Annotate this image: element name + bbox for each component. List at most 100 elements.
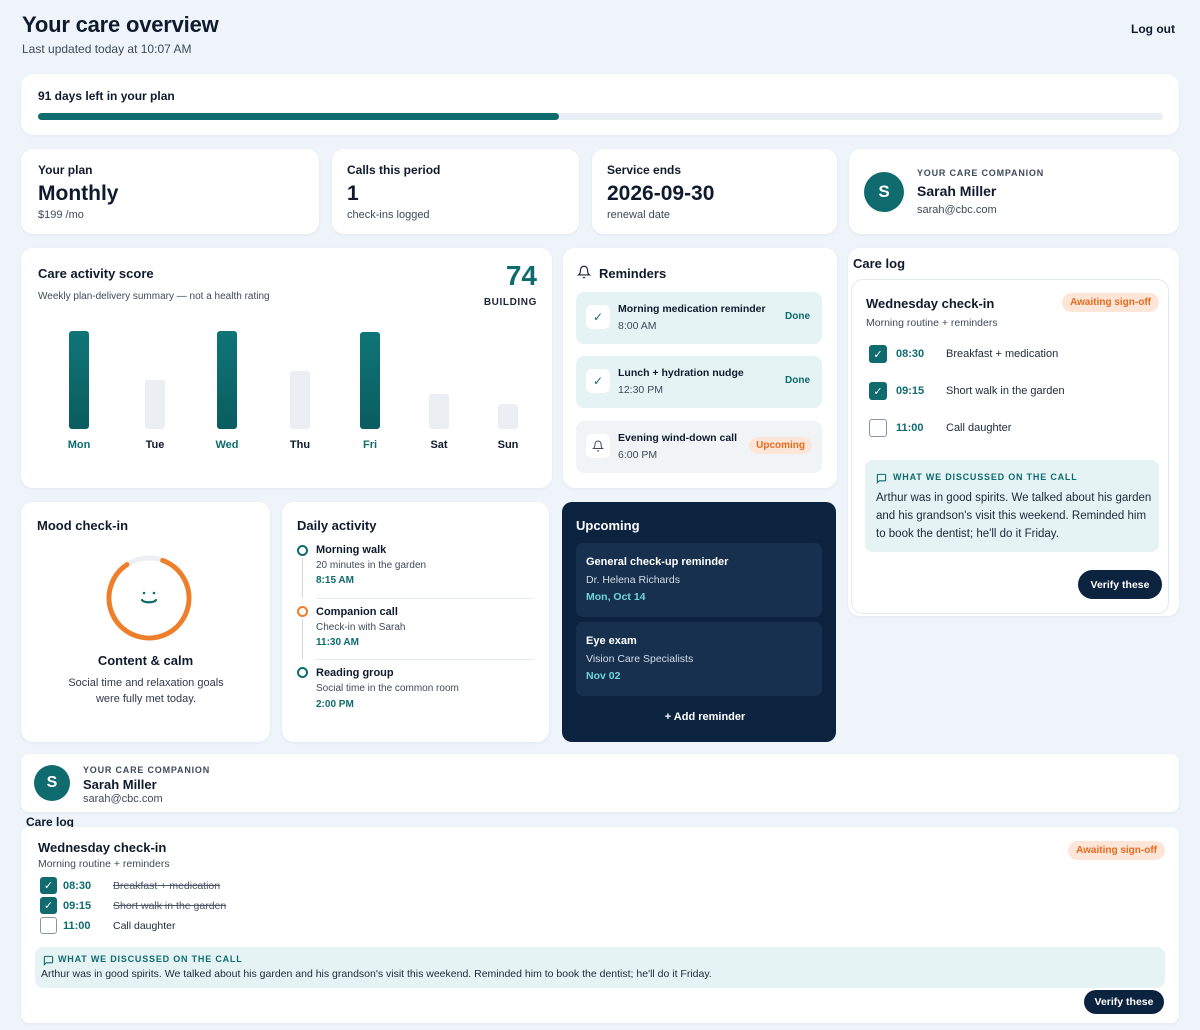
task-checkbox[interactable]: ✓: [40, 877, 57, 894]
reminder-title: Morning medication reminder: [618, 303, 766, 315]
page-title: Your care overview: [22, 12, 219, 37]
add-reminder-button[interactable]: + Add reminder: [664, 711, 746, 723]
task-name: Call daughter: [946, 422, 1012, 434]
check-icon: ✓: [586, 369, 610, 393]
care-log-title: Care log: [853, 256, 906, 271]
upcoming-item[interactable]: Eye exam Vision Care Specialists Nov 02: [576, 622, 822, 696]
task-time: 09:15: [896, 385, 925, 397]
x-label-wed: Wed: [215, 439, 239, 451]
entry-title: Wednesday check-in: [866, 296, 995, 311]
mood-card: Mood check-in Content & calm Social time…: [21, 502, 270, 742]
companion-email: sarah@cbc.com: [917, 204, 997, 216]
mood-description: Social time and relaxation goals were fu…: [68, 677, 224, 705]
activity-bar-chart: Mon Tue Wed Thu Fri Sat Sun: [21, 248, 552, 488]
activity-score-title: Care activity score: [38, 266, 154, 281]
bell-icon: [576, 265, 592, 279]
upcoming-item-provider: Dr. Helena Richards: [586, 574, 680, 586]
companion-strip: S YOUR CARE COMPANION Sarah Miller sarah…: [21, 754, 1179, 812]
notes-text: Arthur was in good spirits. We talked ab…: [41, 968, 712, 980]
x-label-tue: Tue: [145, 439, 165, 451]
activity-score-subtitle: Weekly plan-delivery summary — not a hea…: [38, 291, 270, 302]
upcoming-item-title: Eye exam: [586, 635, 637, 647]
reminder-item[interactable]: ✓ Lunch + hydration nudge 12:30 PM Done: [576, 356, 822, 408]
reminder-title: Evening wind-down call: [618, 432, 738, 444]
activity-sub: Social time in the common room: [316, 683, 459, 694]
activity-sub: Check-in with Sarah: [316, 622, 406, 633]
activity-score-status: BUILDING: [483, 297, 537, 308]
companion-name: Sarah Miller: [917, 183, 997, 199]
notes-heading: WHAT WE DISCUSSED ON THE CALL: [58, 954, 243, 964]
task-name: Breakfast + medication: [113, 880, 221, 892]
plan-days-left: 91 days left in your plan: [38, 89, 175, 103]
awaiting-signoff-badge: Awaiting sign-off: [1062, 293, 1159, 312]
task-checkbox[interactable]: [40, 917, 57, 934]
companion-card: S YOUR CARE COMPANION Sarah Miller sarah…: [849, 149, 1179, 234]
task-checkbox[interactable]: ✓: [869, 345, 887, 363]
activity-title: Reading group: [316, 667, 394, 679]
upcoming-item[interactable]: General check-up reminder Dr. Helena Ric…: [576, 543, 822, 617]
companion-overline: YOUR CARE COMPANION: [917, 168, 1045, 178]
care-log-title: Care log: [26, 815, 75, 829]
timeline-dot: [297, 667, 308, 678]
task-name: Short walk in the garden: [946, 385, 1065, 397]
avatar: S: [864, 172, 904, 212]
chat-icon: [43, 953, 54, 971]
service-label: Service ends: [607, 163, 682, 177]
reminder-status: Done: [785, 311, 810, 322]
activity-title: Morning walk: [316, 544, 387, 556]
plan-value: Monthly: [38, 182, 119, 205]
reminders-title: Reminders: [599, 266, 667, 281]
companion-overline: YOUR CARE COMPANION: [83, 765, 211, 775]
plan-progress-fill: [38, 113, 559, 120]
activity-title: Companion call: [316, 606, 398, 618]
activity-time: 8:15 AM: [316, 575, 354, 586]
last-updated: Last updated today at 10:07 AM: [22, 42, 192, 56]
verify-button[interactable]: Verify these: [1084, 990, 1164, 1014]
logout-button[interactable]: Log out: [1131, 22, 1175, 36]
companion-name: Sarah Miller: [83, 777, 157, 792]
smiley-icon: [137, 588, 161, 608]
mood-title: Mood check-in: [37, 518, 129, 533]
daily-title: Daily activity: [297, 518, 377, 533]
entry-subtitle: Morning routine + reminders: [38, 858, 170, 870]
timeline-dot: [297, 606, 308, 617]
calls-value: 1: [347, 182, 359, 205]
verify-button[interactable]: Verify these: [1078, 570, 1162, 599]
companion-email: sarah@cbc.com: [83, 793, 163, 805]
care-log-entry: Wednesday check-in Morning routine + rem…: [851, 279, 1169, 614]
task-name: Breakfast + medication: [946, 348, 1059, 360]
task-time: 11:00: [896, 422, 924, 434]
calls-label: Calls this period: [347, 163, 441, 177]
bell-icon: [586, 434, 610, 458]
task-time: 08:30: [63, 880, 92, 892]
check-icon: ✓: [586, 305, 610, 329]
reminder-item[interactable]: ✓ Morning medication reminder 8:00 AM Do…: [576, 292, 822, 344]
x-label-sun: Sun: [497, 439, 519, 451]
service-card: Service ends 2026-09-30 renewal date: [592, 149, 837, 234]
notes-text: Arthur was in good spirits. We talked ab…: [876, 492, 1152, 540]
task-checkbox[interactable]: ✓: [869, 382, 887, 400]
task-checkbox[interactable]: [869, 419, 887, 437]
x-label-thu: Thu: [289, 439, 311, 451]
timeline-line: [302, 619, 303, 659]
task-time: 08:30: [896, 348, 925, 360]
bar-sun: [498, 403, 518, 429]
reminder-title: Lunch + hydration nudge: [618, 367, 744, 379]
notes-heading: WHAT WE DISCUSSED ON THE CALL: [893, 472, 1078, 482]
service-sub: renewal date: [607, 209, 670, 221]
reminder-item[interactable]: Evening wind-down call 6:00 PM Upcoming: [576, 421, 822, 473]
chat-icon: [876, 471, 887, 489]
timeline-line: [302, 558, 303, 598]
awaiting-signoff-badge: Awaiting sign-off: [1068, 841, 1165, 860]
task-checkbox[interactable]: ✓: [40, 897, 57, 914]
activity-time: 11:30 AM: [316, 637, 359, 648]
calls-sub: check-ins logged: [347, 209, 430, 221]
reminder-time: 8:00 AM: [618, 320, 657, 332]
daily-activity-card: Daily activity Morning walk 20 minutes i…: [282, 502, 549, 742]
activity-score-card: Care activity score Weekly plan-delivery…: [21, 248, 552, 488]
x-label-sat: Sat: [430, 439, 448, 451]
bar-thu: [290, 371, 310, 429]
task-name: Call daughter: [113, 920, 176, 932]
bar-tue: [145, 380, 165, 429]
upcoming-title: Upcoming: [576, 518, 640, 533]
